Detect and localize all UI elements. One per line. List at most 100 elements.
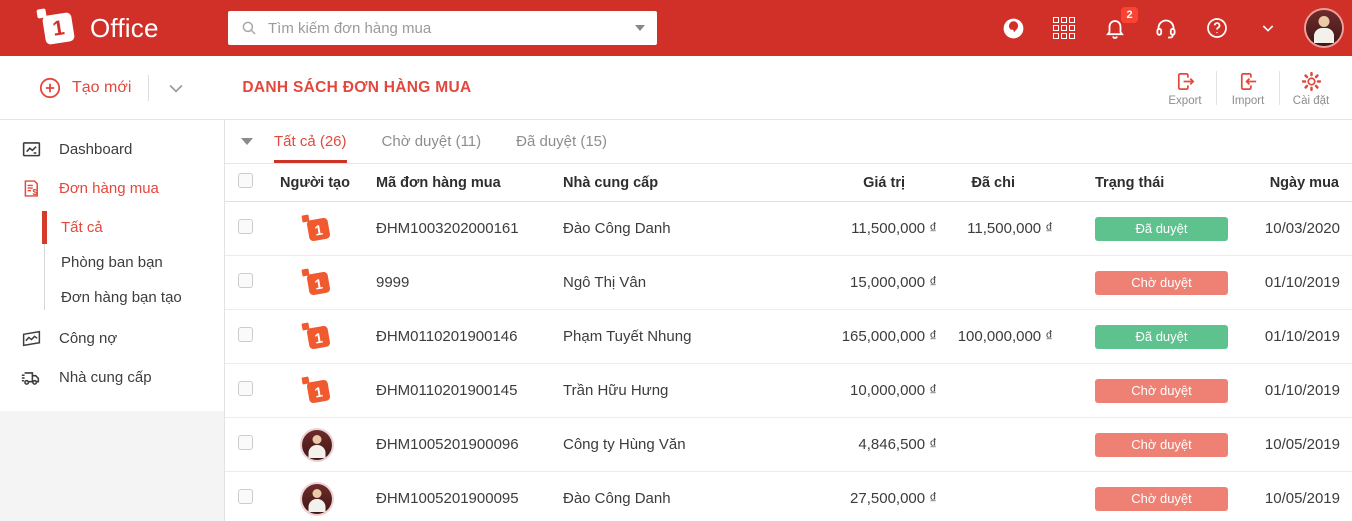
order-value: 27,500,000 ₫	[850, 490, 937, 507]
table-row[interactable]: 1 ĐHM0110201900146 Phạm Tuyết Nhung 165,…	[225, 310, 1352, 364]
sidebar-subitem-label: Tất cả	[61, 219, 103, 236]
row-checkbox[interactable]	[238, 272, 253, 288]
row-checkbox[interactable]	[238, 488, 253, 504]
order-code: 9999	[376, 274, 410, 291]
dashboard-icon	[19, 139, 43, 160]
supplier-name: Đào Công Danh	[563, 490, 671, 507]
column-header-purchase-date: Ngày mua	[1269, 174, 1339, 191]
table-row[interactable]: 1 ĐHM0110201900145 Trần Hữu Hưng 10,000,…	[225, 364, 1352, 418]
create-menu-chevron-icon[interactable]	[166, 78, 186, 98]
paid-amount: 11,500,000 ₫	[967, 220, 1053, 237]
export-label: Export	[1168, 94, 1202, 107]
creator-avatar-logo-icon: 1	[301, 375, 333, 407]
tab-all[interactable]: Tất cả (26)	[274, 120, 347, 163]
gear-icon	[1301, 71, 1321, 91]
app-header: 1 Office 2	[0, 0, 1352, 56]
sidebar-item-debt[interactable]: Công nợ	[0, 319, 224, 358]
order-code: ĐHM1003202000161	[376, 220, 519, 237]
one-office-logo-icon: 1	[36, 7, 78, 49]
create-new-label: Tạo mới	[72, 78, 132, 96]
user-avatar[interactable]	[1306, 10, 1342, 46]
create-new-button[interactable]: Tạo mới	[38, 76, 131, 100]
sidebar-item-suppliers[interactable]: Nhà cung cấp	[0, 358, 224, 397]
purchase-date: 10/03/2020	[1264, 220, 1340, 237]
export-button[interactable]: Export	[1154, 70, 1216, 107]
search-icon	[242, 21, 256, 35]
sidebar-item-label: Nhà cung cấp	[59, 369, 152, 386]
sidebar-item-dashboard[interactable]: Dashboard	[0, 130, 224, 169]
bell-icon	[1106, 20, 1124, 39]
export-icon	[1177, 72, 1194, 90]
notifications-button[interactable]: 2	[1102, 7, 1138, 41]
global-search[interactable]	[228, 11, 657, 45]
search-scope-caret-icon[interactable]	[635, 25, 645, 31]
column-header-order-code: Mã đơn hàng mua	[376, 174, 501, 191]
order-code: ĐHM1005201900096	[376, 436, 519, 453]
sidebar-item-purchase-orders[interactable]: $ Đơn hàng mua	[0, 169, 224, 208]
toolbar-tools: Export Import Cài đặt	[1154, 56, 1342, 120]
table-row[interactable]: ĐHM1005201900095 Đào Công Danh 27,500,00…	[225, 472, 1352, 521]
header-actions: 2	[1000, 0, 1342, 56]
globe-icon[interactable]	[1000, 15, 1026, 41]
headset-icon[interactable]	[1153, 15, 1179, 41]
status-badge: Chờ duyệt	[1095, 432, 1228, 457]
purchase-date: 01/10/2019	[1264, 328, 1340, 345]
main-panel: Tất cả (26) Chờ duyệt (11) Đã duyệt (15)…	[225, 120, 1352, 521]
purchase-date: 10/05/2019	[1264, 490, 1340, 507]
status-badge: Đã duyệt	[1095, 216, 1228, 241]
row-checkbox[interactable]	[238, 218, 253, 234]
tab-approved[interactable]: Đã duyệt (15)	[516, 133, 608, 150]
column-header-supplier: Nhà cung cấp	[563, 174, 659, 191]
order-value: 165,000,000 ₫	[841, 328, 937, 345]
row-checkbox[interactable]	[238, 326, 253, 342]
order-value: 11,500,000 ₫	[851, 220, 937, 237]
sidebar-subitem-your-department[interactable]: Phòng ban bạn	[0, 245, 224, 280]
column-header-status: Trạng thái	[1095, 174, 1165, 191]
debt-chart-icon	[19, 328, 43, 349]
import-button[interactable]: Import	[1217, 70, 1279, 107]
tools-divider	[1279, 71, 1280, 105]
sidebar-item-label: Đơn hàng mua	[59, 180, 159, 197]
creator-avatar-photo	[302, 483, 332, 514]
table-row[interactable]: 1 ĐHM1003202000161 Đào Công Danh 11,500,…	[225, 202, 1352, 256]
sidebar-item-label: Dashboard	[59, 141, 133, 158]
status-badge: Chờ duyệt	[1095, 378, 1228, 403]
list-filter-caret-icon[interactable]	[241, 138, 253, 145]
tab-pending-approval[interactable]: Chờ duyệt (11)	[381, 133, 482, 150]
creator-avatar-logo-icon: 1	[301, 321, 333, 353]
table-row[interactable]: 1 9999 Ngô Thị Vân 15,000,000 ₫ Chờ duyệ…	[225, 256, 1352, 310]
settings-button[interactable]: Cài đặt	[1280, 70, 1342, 107]
notification-count-badge: 2	[1121, 7, 1138, 23]
order-value: 4,846,500 ₫	[858, 436, 937, 453]
supplier-name: Đào Công Danh	[563, 220, 671, 237]
plus-circle-icon	[39, 77, 61, 98]
truck-icon	[19, 367, 43, 389]
search-input[interactable]	[268, 19, 635, 37]
sidebar: Dashboard $ Đơn hàng mua Tất cả Phòng ba…	[0, 120, 225, 521]
row-checkbox[interactable]	[238, 380, 253, 396]
order-value: 10,000,000 ₫	[850, 382, 937, 399]
row-checkbox[interactable]	[238, 434, 253, 450]
column-header-value: Giá trị	[863, 174, 905, 191]
supplier-name: Trần Hữu Hưng	[563, 382, 669, 399]
order-code: ĐHM0110201900145	[376, 382, 518, 399]
help-icon[interactable]	[1204, 15, 1230, 41]
purchase-date: 01/10/2019	[1264, 274, 1340, 291]
status-badge: Chờ duyệt	[1095, 486, 1228, 511]
sidebar-subitem-label: Phòng ban bạn	[61, 254, 163, 271]
import-icon	[1240, 72, 1256, 90]
status-badge: Chờ duyệt	[1095, 270, 1228, 295]
brand-logo[interactable]: 1 Office	[36, 7, 159, 49]
order-code: ĐHM1005201900095	[376, 490, 519, 507]
apps-grid-icon[interactable]	[1051, 15, 1077, 41]
settings-label: Cài đặt	[1292, 94, 1330, 107]
sidebar-subitem-all[interactable]: Tất cả	[0, 210, 224, 245]
table-body: 1 ĐHM1003202000161 Đào Công Danh 11,500,…	[225, 202, 1352, 521]
purchase-date: 01/10/2019	[1264, 382, 1340, 399]
sidebar-item-label: Công nợ	[59, 330, 118, 347]
select-all-checkbox[interactable]	[238, 173, 253, 188]
sidebar-subitem-orders-you-created[interactable]: Đơn hàng bạn tạo	[0, 280, 224, 315]
chevron-down-icon[interactable]	[1255, 15, 1281, 41]
order-code: ĐHM0110201900146	[376, 328, 518, 345]
table-row[interactable]: ĐHM1005201900096 Công ty Hùng Văn 4,846,…	[225, 418, 1352, 472]
